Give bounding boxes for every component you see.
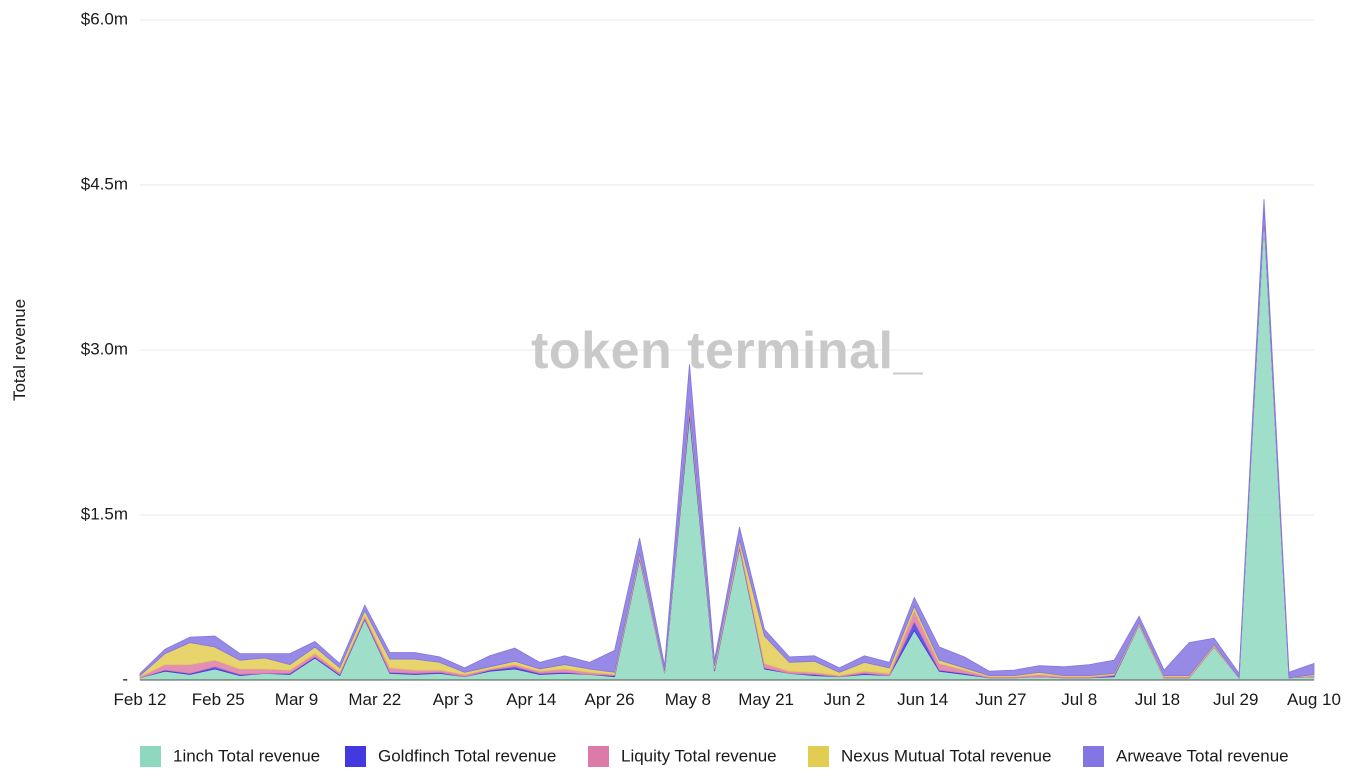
x-tick-label: May 8 [665, 690, 711, 709]
grid-lines [140, 19, 1314, 516]
x-tick-label: Aug 10 [1287, 690, 1341, 709]
series-areas [139, 199, 1315, 681]
legend-swatch [345, 746, 366, 767]
legend-swatch [808, 746, 829, 767]
x-tick-label: Apr 26 [585, 690, 635, 709]
y-tick-label: $6.0m [81, 9, 128, 28]
area-liquity [139, 213, 1315, 679]
legend-label: Goldfinch Total revenue [378, 746, 556, 765]
legend-item-1inch[interactable]: 1inch Total revenue [140, 746, 320, 767]
x-tick-label: Jul 8 [1061, 690, 1097, 709]
x-tick-label: Feb 12 [114, 690, 167, 709]
legend-item-goldfinch[interactable]: Goldfinch Total revenue [345, 746, 556, 767]
y-tick-label: $4.5m [81, 174, 128, 193]
x-tick-label: Jul 18 [1135, 690, 1180, 709]
legend-item-liquity[interactable]: Liquity Total revenue [588, 746, 777, 767]
legend-item-nexus-mutual[interactable]: Nexus Mutual Total revenue [808, 746, 1051, 767]
x-tick-label: Jun 14 [897, 690, 948, 709]
watermark: token terminal_ [531, 322, 923, 380]
legend-swatch [588, 746, 609, 767]
x-tick-label: Apr 3 [433, 690, 474, 709]
legend-swatch [140, 746, 161, 767]
legend-label: 1inch Total revenue [173, 746, 320, 765]
legend-swatch [1083, 746, 1104, 767]
x-axis: Feb 12 Feb 25 Mar 9 Mar 22 Apr 3 Apr 14 Apr 26… [114, 690, 1341, 709]
legend-label: Arweave Total revenue [1116, 746, 1289, 765]
y-axis: - $1.5m $3.0m $4.5m $6.0m [81, 9, 128, 688]
y-axis-label: Total revenue [10, 299, 29, 401]
y-tick-label: $3.0m [81, 339, 128, 358]
x-tick-label: Jun 2 [824, 690, 866, 709]
legend-label: Liquity Total revenue [621, 746, 777, 765]
x-tick-label: Mar 22 [348, 690, 401, 709]
x-tick-label: Jul 29 [1213, 690, 1258, 709]
y-tick-label: - [122, 669, 128, 688]
x-tick-label: May 21 [738, 690, 794, 709]
legend-item-arweave[interactable]: Arweave Total revenue [1083, 746, 1289, 767]
legend-label: Nexus Mutual Total revenue [841, 746, 1051, 765]
x-tick-label: Jun 27 [975, 690, 1026, 709]
legend: 1inch Total revenue Goldfinch Total reven… [140, 746, 1289, 767]
x-tick-label: Mar 9 [275, 690, 318, 709]
area-arweave [139, 199, 1315, 679]
y-tick-label: $1.5m [81, 504, 128, 523]
x-tick-label: Apr 14 [506, 690, 556, 709]
x-tick-label: Feb 25 [192, 690, 245, 709]
